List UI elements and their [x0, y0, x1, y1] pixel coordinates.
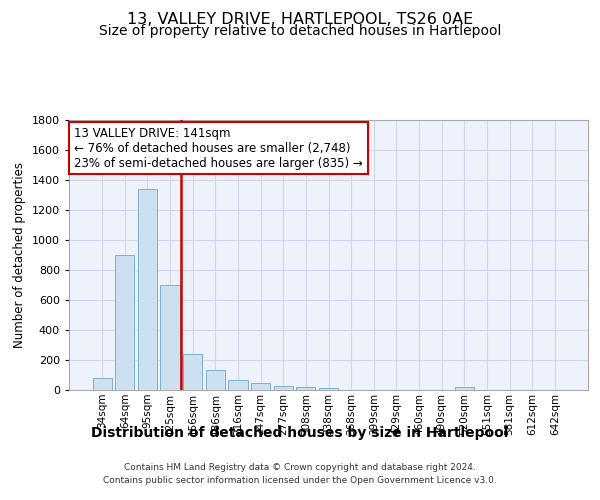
Bar — [274, 386, 293, 390]
Y-axis label: Number of detached properties: Number of detached properties — [13, 162, 26, 348]
Text: Distribution of detached houses by size in Hartlepool: Distribution of detached houses by size … — [91, 426, 509, 440]
Bar — [296, 387, 316, 390]
Bar — [115, 255, 134, 390]
Bar — [251, 383, 270, 390]
Text: 13, VALLEY DRIVE, HARTLEPOOL, TS26 0AE: 13, VALLEY DRIVE, HARTLEPOOL, TS26 0AE — [127, 12, 473, 28]
Bar — [319, 388, 338, 390]
Bar — [183, 354, 202, 390]
Bar — [206, 370, 225, 390]
Text: Contains HM Land Registry data © Crown copyright and database right 2024.: Contains HM Land Registry data © Crown c… — [124, 464, 476, 472]
Text: 13 VALLEY DRIVE: 141sqm
← 76% of detached houses are smaller (2,748)
23% of semi: 13 VALLEY DRIVE: 141sqm ← 76% of detache… — [74, 126, 363, 170]
Text: Contains public sector information licensed under the Open Government Licence v3: Contains public sector information licen… — [103, 476, 497, 485]
Text: Size of property relative to detached houses in Hartlepool: Size of property relative to detached ho… — [99, 24, 501, 38]
Bar — [92, 378, 112, 390]
Bar — [160, 285, 180, 390]
Bar — [229, 380, 248, 390]
Bar — [138, 189, 157, 390]
Bar — [455, 387, 474, 390]
